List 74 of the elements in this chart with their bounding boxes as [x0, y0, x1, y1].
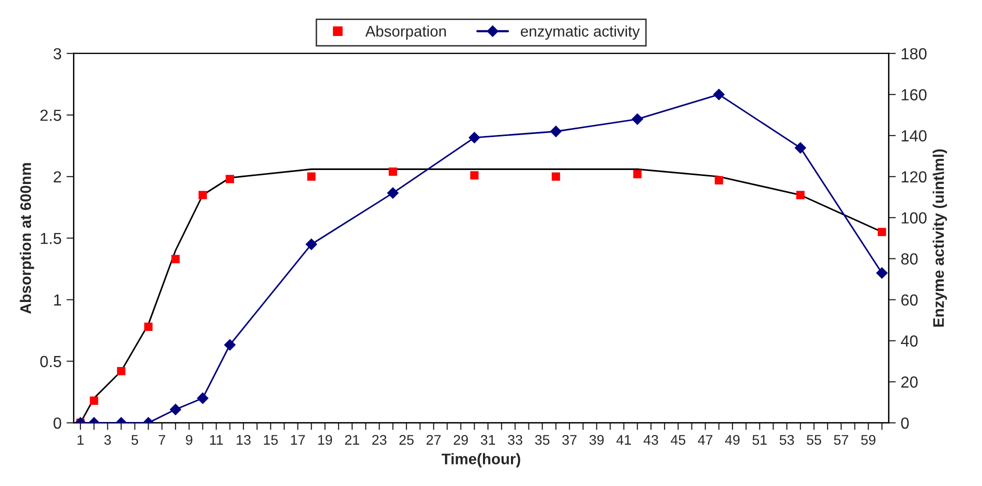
y2-tick-label: 120: [902, 171, 927, 183]
point: [468, 132, 480, 144]
point: [171, 254, 180, 264]
x-tick-label: 17: [291, 435, 305, 445]
x-tick-label: 21: [345, 434, 360, 445]
point: [713, 88, 725, 100]
y-axis-title: Absorption at 600nm: [20, 163, 34, 314]
point: [550, 126, 562, 138]
x-tick-label: 51: [752, 435, 767, 445]
y-tick-label: 0.5: [40, 356, 62, 368]
x-tick-label: 49: [725, 434, 740, 445]
y2-tick-label: 140: [902, 130, 927, 142]
x-tick-label: 59: [861, 434, 876, 445]
y2-tick-label: 60: [901, 294, 918, 306]
x-tick-label: 35: [535, 434, 550, 445]
y-tick-label: 3: [54, 48, 62, 60]
y2-axis-title: Enzyme activity (uint\ml): [932, 149, 947, 327]
x-tick-label: 5: [131, 435, 138, 445]
point: [117, 366, 126, 376]
y2-tick-label: 40: [900, 335, 918, 347]
x-tick-label: 47: [698, 435, 712, 445]
y2-tick-label: 0: [901, 417, 909, 429]
point: [144, 322, 153, 331]
x-tick-label: 9: [186, 434, 192, 445]
y-tick-label: 0: [54, 417, 62, 429]
y-tick-label: 1: [54, 294, 62, 306]
x-axis-title: Time(hour): [442, 453, 520, 468]
y2-tick-label: 180: [902, 48, 927, 60]
point: [876, 267, 888, 279]
legend-label: enzymatic activity: [520, 25, 640, 40]
x-tick-label: 25: [399, 434, 414, 445]
legend-label: Absorpation: [365, 25, 446, 40]
x-tick-label: 39: [589, 434, 604, 445]
x-tick-label: 55: [806, 435, 822, 445]
point: [198, 190, 207, 200]
y2-tick-label: 160: [902, 89, 927, 100]
point: [632, 114, 644, 125]
x-tick-label: 11: [210, 435, 223, 445]
x-tick-label: 7: [158, 435, 166, 445]
x-tick-label: 43: [644, 434, 658, 445]
y2-tick-label: 20: [901, 376, 918, 388]
y2-tick-label: 80: [901, 253, 918, 265]
x-tick-label: 45: [670, 435, 686, 445]
point: [306, 238, 317, 250]
point: [794, 142, 806, 154]
point: [387, 187, 398, 199]
point: [90, 396, 98, 405]
x-tick-label: 29: [454, 434, 468, 445]
x-tick-label: 1: [78, 435, 84, 445]
point: [878, 228, 886, 236]
point: [552, 172, 560, 181]
point: [796, 190, 805, 200]
x-tick-label: 19: [318, 434, 332, 445]
point: [633, 170, 642, 178]
x-tick-label: 13: [236, 434, 251, 445]
x-tick-label: 53: [780, 434, 794, 445]
x-tick-label: 23: [372, 434, 386, 445]
point: [226, 174, 234, 184]
x-tick-label: 15: [264, 435, 278, 445]
x-tick-label: 41: [616, 435, 631, 445]
y-tick-label: 2.5: [40, 110, 62, 121]
y-tick-label: 1.5: [40, 232, 62, 244]
x-tick-label: 37: [562, 434, 577, 445]
point: [714, 176, 724, 184]
x-tick-label: 27: [426, 434, 441, 445]
x-tick-label: 31: [480, 434, 496, 445]
y2-tick-label: 100: [902, 212, 927, 224]
point: [307, 172, 316, 181]
x-tick-label: 57: [834, 435, 848, 445]
x-tick-label: 33: [508, 434, 522, 445]
point: [470, 171, 479, 180]
y-tick-label: 2: [54, 171, 62, 182]
x-tick-label: 3: [104, 434, 111, 445]
point: [388, 167, 398, 176]
